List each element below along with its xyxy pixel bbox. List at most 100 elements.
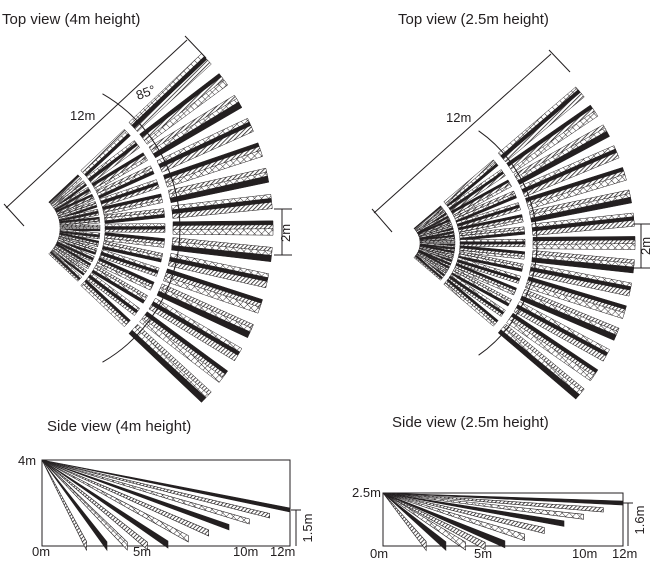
side-view-2-5m-ray [382,492,584,520]
top-view-4m-beam-segment [48,174,80,204]
top-view-4m-beam-segment [53,246,88,273]
x-tick-10: 10m [233,544,258,559]
side-view-2-5m: 2.5m 1.6m 0m 5m 10m 12m [352,485,647,561]
angle-label: 85° [134,82,158,103]
top-view-2-5m-beam-segment [497,329,580,400]
top-view-4m-beam-segment [58,208,99,220]
top-view-2-5m-beam-segment [419,246,454,259]
top-view-2-5m-beam-segment [413,205,442,230]
side-view-4m-ray [41,459,128,551]
top-view-4m-beam-segment [59,226,101,230]
top-view-2-5m-beam-segment [414,255,443,280]
top-view-4m-beam-segment [86,276,137,316]
top-view-2-5m-beam-segment [418,229,454,239]
top-view-4m-beam-segment [133,59,212,133]
top-view-4m-beam-segment [56,195,94,215]
top-view-2-5m-beam-segment [532,243,636,250]
top-view-4m-beam-segment [148,304,239,362]
top-view-4m-beam-segment [165,149,263,188]
side-view-2-5m-ray [382,492,447,551]
top-view-2-5m-beam-segment [419,242,456,248]
top-view-4m-beam-segment [59,216,100,224]
side-view-4m-ray [41,459,169,549]
top-view-4m-beam-segment [58,234,99,246]
mount-height-label: 2.5m [352,485,381,500]
top-view-2-5m-beam-segment [458,219,524,235]
top-view-4m-beam-segment [51,249,83,279]
top-view-4m-beam-segment [99,254,158,277]
top-view-4m-beam-segment [101,184,160,207]
x-tick-12: 12m [612,546,637,561]
top-view-2-5m-beam-segment [517,130,610,185]
end-height-label: 1.5m [300,514,315,543]
top-view-4m-beam-segment [95,262,153,291]
side-view-2-5m-ray [382,492,545,534]
end-height-label: 1.6m [632,506,647,535]
range-dimension-line [5,39,188,209]
top-view-2-5m-beam-segment [418,224,453,237]
width-label: 2m [278,224,293,242]
top-view-2-5m-beam-segment [457,206,521,229]
top-view-4m-beam-segment [48,252,80,282]
top-view-2-5m-beam-segment [525,283,625,319]
top-view-4m-beam-segment [103,237,165,248]
side-view-4m-beams [41,459,291,552]
top-view-2-5m-beam-segment [459,250,525,260]
top-view-2-5m-beam-segment [446,163,499,208]
top-view-4m: 12m 85° 2m [3,35,293,403]
side-view-4m-ray [41,459,230,531]
top-view-2-5m-beam-segment [419,240,456,243]
top-view-2-5m-beam-segment [418,248,452,264]
top-view-2-5m-beam-segment [417,219,451,235]
side-view-2-5m-ray [382,492,525,542]
side-view-2-5m-ray [382,492,486,551]
top-view-4m-beam-segment [59,218,100,226]
top-view-4m-beam-segment [169,175,270,203]
top-view-4m-beam-segment [144,79,229,145]
top-view-2-5m-beam-segment [531,257,635,274]
side-view-2-5m-ray [382,492,565,527]
side-view-4m-title: Side view (4m height) [47,418,192,435]
top-view-4m-beam-segment [172,228,274,236]
top-view-4m-zone-ring [102,93,181,363]
top-view-4m-title: Top view (4m height) [2,11,141,28]
top-view-2-5m-beam-segment [513,307,607,362]
top-view-4m-beam-segment [98,170,155,199]
mount-height-label: 4m [18,453,36,468]
side-view-2-5m-beams [382,492,624,552]
top-view-4m-beam-segment [54,188,91,212]
top-view-4m-beam-segment [152,101,243,159]
top-view-4m-beam-segment [171,245,272,262]
top-view-2-5m-beam-segment [528,270,631,297]
top-view-4m-beam-segment [59,232,100,244]
top-view-4m-beam-segment [51,180,85,207]
top-view-4m-beam-segment [52,248,86,275]
top-view-2-5m-beam-segment [419,234,455,241]
top-view-2-5m-beam-segment [450,173,506,213]
top-view-2-5m-beam-segment [530,196,632,223]
x-tick-0: 0m [32,544,50,559]
top-view-4m-beam-segment [104,213,165,224]
top-view-2-5m: 12m 2m [371,49,653,400]
top-view-2-5m-beam-segment [459,243,526,248]
side-view-2-5m-ray [382,492,466,551]
top-view-2-5m-beam-segment [510,110,599,174]
top-view-2-5m-title: Top view (2.5m height) [398,11,549,28]
top-view-2-5m-beam-segment [455,261,520,284]
top-view-2-5m-beam-segment [532,219,635,236]
side-view-4m-ray [41,459,148,551]
top-view-4m-beam-segment [58,236,98,251]
side-view-4m: 4m 1.5m 0m 5m 10m 12m [18,453,315,559]
top-view-2-5m-beam-segment [522,151,620,198]
top-view-4m-beam-segment [94,157,148,191]
top-view-4m-beam-segment [172,201,273,219]
width-label: 2m [638,237,653,255]
top-view-4m-beam-segment [49,251,81,281]
top-view-4m-beam-segment [57,203,97,218]
top-view-2-5m-beams [413,86,636,400]
top-view-4m-beam-segment [168,260,268,289]
top-view-2-5m-beam-segment [419,244,455,254]
top-view-4m-beam-segment [59,230,100,238]
side-view-4m-ray [41,459,271,519]
